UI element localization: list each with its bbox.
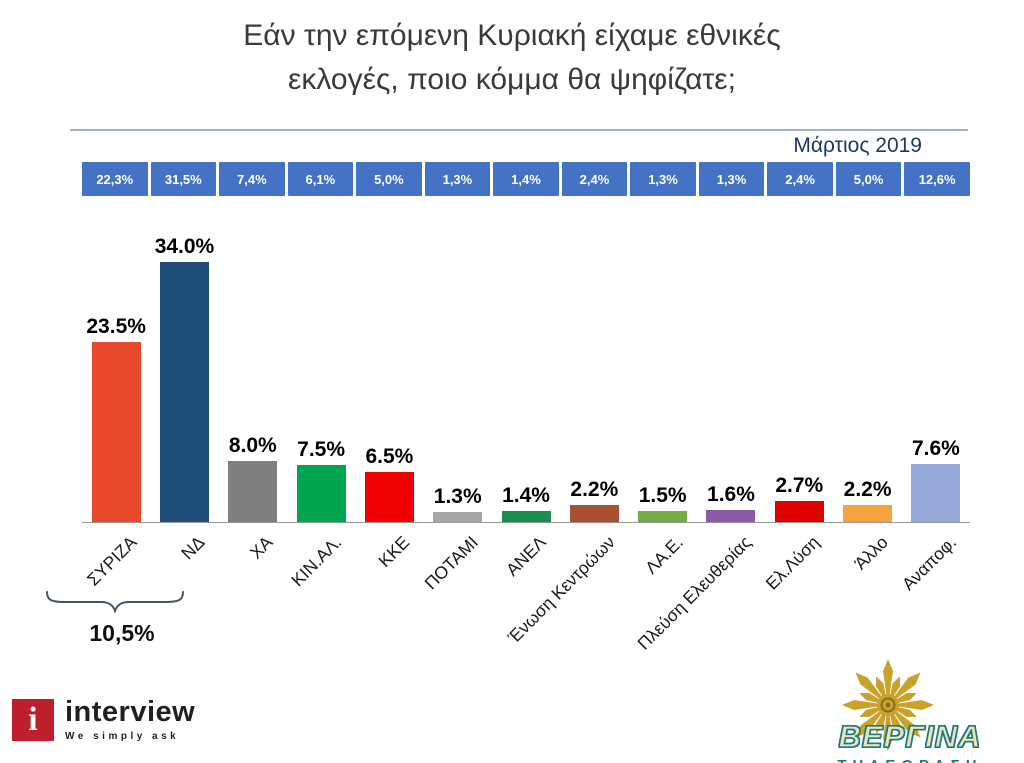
bar-column: 7.6% Αναποφ. [898,229,970,594]
interview-logo: i interview We simply ask [10,697,195,743]
bar-column: 23.5% ΣΥΡΙΖΑ [82,229,150,590]
bar [638,511,688,522]
x-axis-label: Ελ.Λύση [761,532,824,594]
bar [911,464,961,522]
bar-value-label: 34.0% [154,235,215,258]
x-axis-label: Άλλο [850,532,892,574]
x-axis-label: ΚΙΝ.ΑΛ. [287,532,346,591]
x-axis-label: ΧΑ [246,532,277,563]
previous-value-cell: 1,4% [493,162,559,196]
bar-value-label: 1.6% [707,483,755,506]
bar-column: 1.5% ΛΑ.Ε. [629,229,697,578]
bar-value-label: 2.2% [570,478,619,501]
vergina-subtitle: ΤΗΛΕΟΡΑΣΗ [837,757,982,763]
month-label: Μάρτιος 2019 [793,134,922,157]
bar [364,472,414,522]
bar-value-label: 1.3% [433,485,482,508]
bar-column: 2.7% Ελ.Λύση [762,229,833,594]
bar [843,505,893,522]
previous-value-cell: 22,3% [82,162,148,196]
difference-brace-icon [46,591,184,613]
bar [501,511,551,522]
bar-column: 7.5% ΚΙΝ.ΑΛ. [287,229,355,590]
bar-column: 2.2% Ένωση Κεντρώων [503,229,628,647]
bar [706,510,756,522]
x-axis-label: ΝΔ [177,532,209,564]
interview-logo-text: interview We simply ask [65,696,196,743]
previous-value-cell: 1,3% [630,162,696,196]
bar-column: 8.0% ΧΑ [219,229,287,563]
vergina-logo: ΒΕΡΓΙΝΑ ΤΗΛΕΟΡΑΣΗ [804,653,1016,763]
title-divider [70,129,968,131]
bar-value-label: 2.7% [775,474,824,497]
bar-column: 2.2% Άλλο [833,229,901,573]
previous-values-row: 22,3% 31,5% 7,4% 6,1% 5,0% 1,3% 1,4% 2,4% 1,3% 1,… [82,162,970,196]
x-axis-label: Αναποφ. [897,532,961,595]
bar [159,262,209,522]
x-axis-label: ΚΚΕ [374,532,414,571]
previous-value-cell: 5,0% [356,162,422,196]
bar [296,465,346,522]
bar-value-label: 8.0% [228,434,277,457]
x-axis-label: ΑΝΕΛ [502,532,551,580]
previous-value-cell: 6,1% [287,162,354,196]
x-axis-label: ΛΑ.Ε. [641,532,687,578]
page-title-line1: Εάν την επόμενη Κυριακή είχαμε εθνικές [243,19,781,52]
page-title-line2: εκλογές, ποιο κόμμα θα ψηφίζατε; [288,62,736,96]
bar-column: 1.3% ΠΟΤΑΜΙ [421,229,492,593]
bar-value-label: 1.5% [638,484,687,507]
bar-column: 6.5% ΚΚΕ [355,229,423,571]
vergina-sun-icon [842,659,934,751]
bar-column: 34.0% ΝΔ [150,229,218,563]
bar [91,342,141,522]
bar-value-label: 7.6% [911,437,960,460]
bar [569,505,619,522]
previous-value-cell: 5,0% [835,162,902,196]
previous-value-cell: 7,4% [219,162,285,196]
bar-value-label: 23.5% [86,315,146,338]
previous-value-cell: 31,5% [150,162,217,196]
bar-value-label: 7.5% [297,438,346,461]
x-axis-label: ΠΟΤΑΜΙ [420,532,482,594]
bar-value-label: 6.5% [365,445,414,468]
bar-value-label: 1.4% [502,484,550,507]
previous-value-cell: 2,4% [767,162,833,196]
previous-value-cell: 1,3% [698,162,765,196]
interview-name: interview [65,696,196,728]
bar-column: 1.6% Πλεύση Ελευθερίας [634,229,765,654]
vergina-name: ΒΕΡΓΙΝΑ [838,718,982,754]
bar [228,461,278,522]
bar-value-label: 2.2% [843,478,892,501]
i-square-icon: i [10,697,56,743]
previous-value-cell: 1,3% [424,162,491,196]
bar-column: 1.4% ΑΝΕΛ [492,229,560,580]
x-axis-label: ΣΥΡΙΖΑ [82,532,141,590]
interview-tagline: We simply ask [65,731,180,743]
bar [433,512,483,522]
previous-value-cell: 12,6% [904,162,970,196]
bar [774,501,824,522]
page-title: Εάν την επόμενη Κυριακή είχαμε εθνικές ε… [132,14,892,101]
bar-chart-plot: 23.5% ΣΥΡΙΖΑ 34.0% ΝΔ 8.0% ΧΑ 7.5% ΚΙΝ.ΑΛ. 6.5% Κ… [82,229,970,654]
x-axis-label: Πλεύση Ελευθερίας [633,532,756,654]
previous-value-cell: 2,4% [561,162,628,196]
difference-label: 10,5% [89,620,155,646]
